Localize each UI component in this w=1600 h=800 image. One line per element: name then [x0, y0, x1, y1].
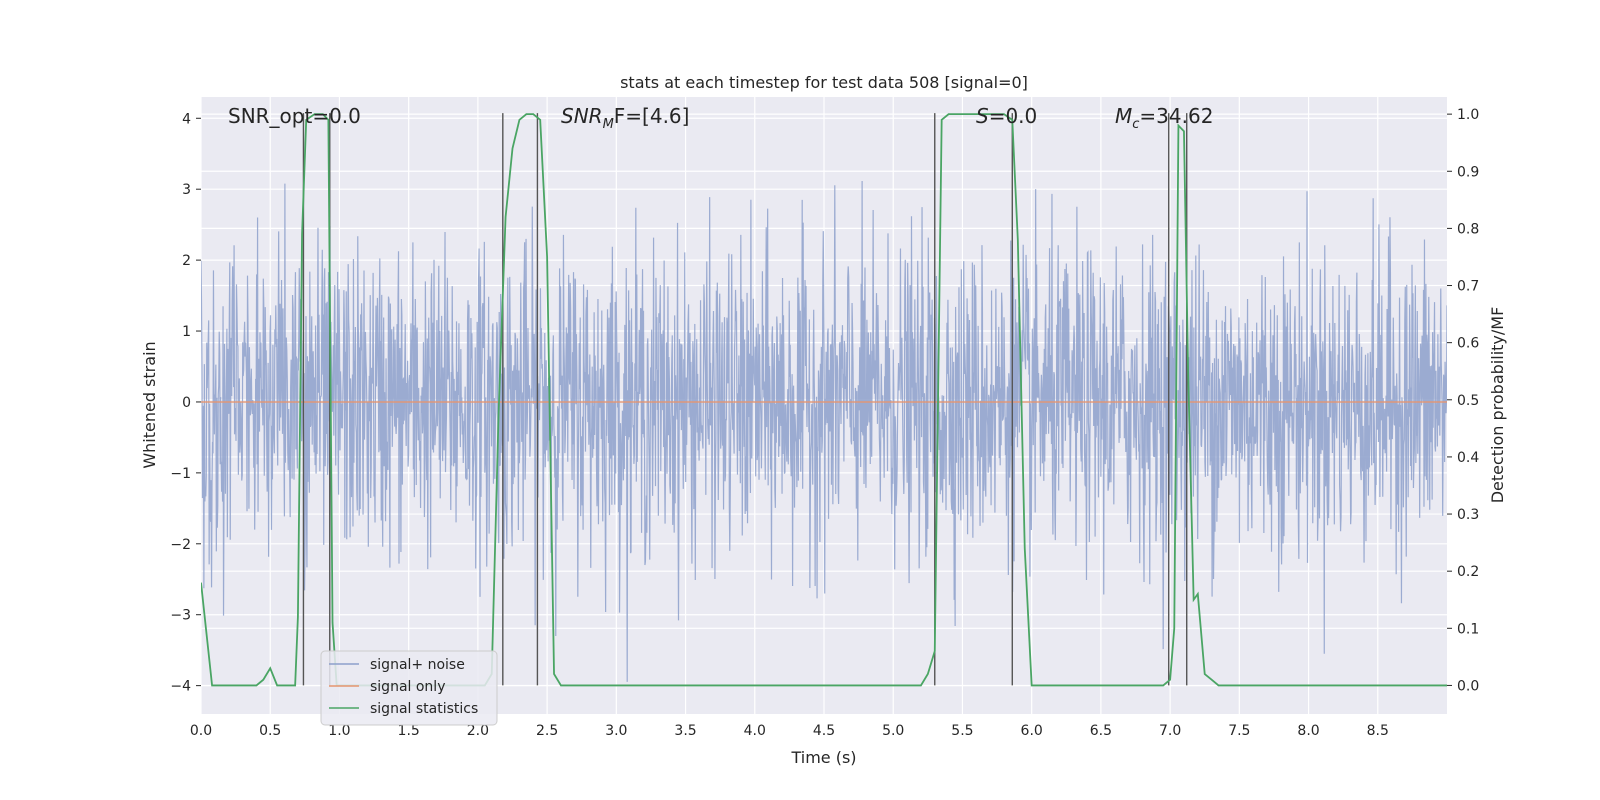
- x-tick-label: 5.5: [951, 723, 973, 739]
- y2-tick-label: 1.0: [1457, 107, 1479, 123]
- annotation-snr-mf: SNRMF=[4.6]: [561, 104, 689, 132]
- annotation-mc: Mc=34.62: [1115, 104, 1213, 132]
- signal-noise-line: [201, 180, 1447, 682]
- y2-tick-label: 0.4: [1457, 450, 1479, 466]
- y-tick-label: −2: [170, 537, 191, 553]
- y2-tick-label: 0.8: [1457, 221, 1479, 237]
- x-tick-label: 3.0: [605, 723, 627, 739]
- annotation-s-name: S: [976, 104, 989, 128]
- x-tick-label: 1.5: [398, 723, 420, 739]
- y2-tick-label: 0.7: [1457, 279, 1479, 295]
- signal-statistics-line: [201, 113, 1447, 687]
- detection-markers: [302, 113, 1188, 686]
- y-tick-label: −4: [170, 679, 191, 695]
- y2-tick-label: 0.0: [1457, 678, 1479, 694]
- y2-axis-label: Detection probability/MF: [1488, 307, 1507, 504]
- y2-tick-label: 0.1: [1457, 621, 1479, 637]
- x-tick-label: 4.5: [813, 723, 835, 739]
- y-tick-label: 1: [182, 324, 191, 340]
- x-tick-label: 2.5: [536, 723, 558, 739]
- x-tick-label: 0.0: [190, 723, 212, 739]
- x-tick-label: 0.5: [259, 723, 281, 739]
- y-axis-label: Whitened strain: [140, 341, 159, 468]
- y-tick-labels: 4 3 2 1 0 −1 −2 −3 −4: [170, 111, 201, 695]
- chart-title: stats at each timestep for test data 508…: [620, 73, 1028, 92]
- annotation-snr-mf-sub: M: [603, 117, 614, 132]
- y-tick-label: −1: [170, 466, 191, 482]
- annotation-s: S=0.0: [976, 104, 1037, 128]
- signal-noise-series: [201, 180, 1447, 682]
- y2-tick-label: 0.2: [1457, 564, 1479, 580]
- annotation-mc-name: M: [1115, 104, 1132, 128]
- y2-tick-label: 0.6: [1457, 336, 1479, 352]
- x-tick-label: 7.5: [1228, 723, 1250, 739]
- x-tick-label: 6.0: [1021, 723, 1043, 739]
- x-tick-label: 5.0: [882, 723, 904, 739]
- x-tick-label: 4.0: [744, 723, 766, 739]
- annotation-mc-sub: c: [1132, 117, 1139, 132]
- x-tick-label: 8.0: [1297, 723, 1319, 739]
- signal-statistics-series: [201, 113, 1447, 687]
- x-tick-label: 1.0: [328, 723, 350, 739]
- legend-label-noise: signal+ noise: [370, 657, 465, 673]
- x-tick-label: 2.0: [467, 723, 489, 739]
- x-tick-label: 3.5: [674, 723, 696, 739]
- legend-box: [320, 650, 498, 726]
- y2-tick-label: 0.3: [1457, 507, 1479, 523]
- y-tick-label: 3: [182, 182, 191, 198]
- y2-tick-labels: 1.0 0.9 0.8 0.7 0.6 0.5 0.4 0.3 0.2 0.1 0.0: [1447, 107, 1479, 694]
- y-tick-label: 4: [182, 111, 191, 127]
- y2-tick-label: 0.5: [1457, 393, 1479, 409]
- annotation-snr-mf-name: SNR: [561, 104, 603, 128]
- legend: signal+ noise signal only signal statist…: [320, 650, 498, 726]
- annotation-mc-rest: =34.62: [1139, 104, 1213, 128]
- legend-label-statistics: signal statistics: [370, 701, 478, 717]
- y-tick-label: −3: [170, 608, 191, 624]
- x-tick-label: 8.5: [1367, 723, 1389, 739]
- annotation-snr-mf-rest: F=[4.6]: [614, 104, 690, 128]
- annotation-s-rest: =0.0: [989, 104, 1038, 128]
- x-tick-label: 6.5: [1090, 723, 1112, 739]
- x-axis-label: Time (s): [790, 748, 856, 767]
- y-tick-label: 2: [182, 253, 191, 269]
- legend-label-signal-only: signal only: [370, 679, 445, 695]
- annotation-snr-opt: SNR_opt=0.0: [228, 104, 361, 128]
- y-tick-label: 0: [182, 395, 191, 411]
- x-tick-labels: 0.0 0.5 1.0 1.5 2.0 2.5 3.0 3.5 4.0 4.5 5.0 5.5 6.0 6…: [190, 723, 1389, 739]
- x-tick-label: 7.0: [1159, 723, 1181, 739]
- y2-tick-label: 0.9: [1457, 164, 1479, 180]
